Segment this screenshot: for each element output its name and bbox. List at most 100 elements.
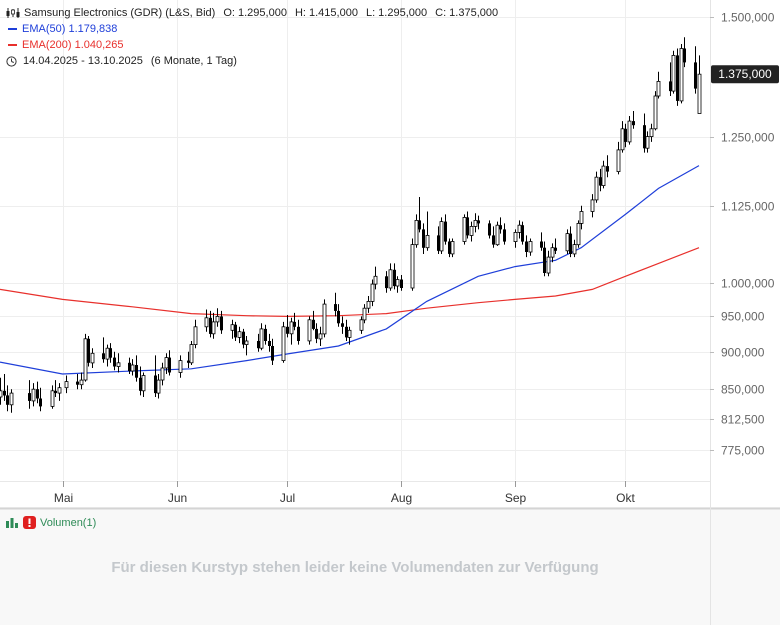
candle [594,171,599,203]
candle [477,215,480,230]
candle-body [54,390,57,394]
candle [315,323,318,344]
candle [164,353,169,374]
candle [366,296,371,313]
candle [439,217,444,254]
y-axis: 775,000 812,500 850,000 900,000 950,000 1.000… [710,11,775,458]
candle [289,317,294,345]
candle [488,220,491,239]
candle-body [189,344,194,364]
candle [448,238,451,258]
candle-body [601,165,606,187]
candle [215,308,220,327]
candle [671,50,676,94]
candle [632,111,635,129]
candle [36,381,39,404]
candle-body [90,352,95,364]
candle [495,221,500,246]
clock-icon[interactable] [6,55,17,67]
candle-body [543,247,546,273]
candle [422,223,425,254]
candle [503,223,506,245]
candle [576,220,581,248]
candle [395,276,400,293]
candle-body [462,216,467,242]
instrument-name: Samsung Electronics (GDR) (L&S, Bid) [24,7,216,19]
candle-body [64,381,69,389]
candle [130,359,135,376]
candle [286,315,289,338]
candle [264,324,267,345]
candle-body [187,360,190,363]
candle-type-icon[interactable] [6,8,20,18]
candle [569,226,572,258]
candle-body [76,381,79,385]
candle-body [281,326,286,361]
candle-body [469,225,474,236]
legend-ema200-row[interactable]: EMA(200) 1.040,265 [6,37,498,53]
candle [271,338,274,365]
candle-body [649,128,654,138]
candle-body [656,81,661,97]
candle-body [653,95,658,130]
candle [540,232,543,251]
candle-body [113,357,116,367]
legend-ema50-row[interactable]: EMA(50) 1.179,838 [6,21,498,37]
candle-body [499,225,502,230]
candle-body [590,199,595,212]
volume-label[interactable]: Volumen(1) [40,516,97,529]
candle-body [268,341,271,346]
candle-body [414,219,419,246]
candle [528,238,533,256]
chart-legend: Samsung Electronics (GDR) (L&S, Bid) O: … [6,5,498,69]
candle [669,62,672,96]
candle [209,310,212,338]
candle [50,385,55,409]
candle-body [683,48,686,63]
warning-icon[interactable] [23,516,36,529]
candle-body [6,395,9,405]
candle [322,299,327,338]
candle-body [337,310,340,324]
candle [211,312,216,339]
x-tick-label: Aug [391,491,412,505]
candle-body [211,321,216,335]
candle [244,336,249,356]
y-tick-label: 1.125,000 [721,200,775,214]
candle-body [448,241,451,254]
candle-body [312,319,315,329]
candle-body [517,224,522,233]
volume-panel-bg [0,507,780,625]
candle-body [244,340,249,345]
candle [388,263,393,291]
candle-body [322,303,327,335]
candle [590,194,595,218]
candle-body [576,222,581,246]
candle [259,323,264,351]
candle-body [669,81,672,92]
candle [679,44,684,104]
candle-body [359,319,364,331]
candle [347,326,352,345]
candle [620,121,625,153]
candle [656,71,661,99]
candle [579,205,584,230]
candle-body [422,229,425,248]
price-tag-bg [711,65,779,84]
high-value: H: 1.415,000 [294,7,358,19]
candle [425,211,430,251]
legend-instrument-row: Samsung Electronics (GDR) (L&S, Bid) O: … [6,5,498,21]
candle-body [116,362,121,367]
candle [653,91,658,131]
candle [385,271,388,293]
candle-body [373,275,378,285]
candle-body [130,364,135,372]
candle [6,385,9,412]
candle [627,116,632,145]
candle-body [473,219,478,227]
ema50-label: EMA(50) [22,23,66,35]
ema200-label: EMA(200) [22,39,72,51]
volume-bars-icon [6,518,18,528]
candle-body [0,390,3,398]
